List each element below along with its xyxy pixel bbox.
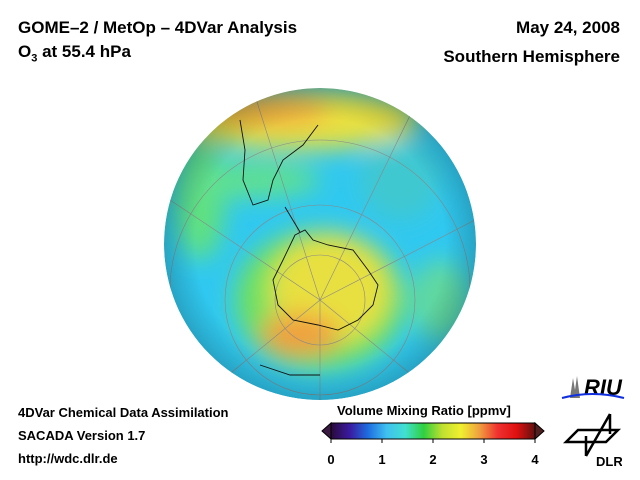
colorbar-title: Volume Mixing Ratio [ppmv] [337,403,511,418]
footer-line2: SACADA Version 1.7 [18,428,146,443]
dlr-logo: DLR [562,413,622,468]
svg-text:DLR: DLR [596,454,622,468]
colorbar: 0 1 2 3 4 [321,421,545,467]
date: May 24, 2008 [516,18,620,37]
species-subscript: 3 [31,52,38,65]
species-level: O3 at 55.4 hPa [18,42,131,64]
footer-url[interactable]: http://wdc.dlr.de [18,451,118,466]
colorbar-max-arrow [534,421,545,441]
species: O [18,42,32,61]
colorbar-min-arrow [321,421,332,441]
colorbar-tick-label: 1 [378,452,385,467]
pressure-level: at 55.4 hPa [37,42,131,61]
colorbar-tick-label: 4 [531,452,539,467]
footer-line1: 4DVar Chemical Data Assimilation [18,405,229,420]
riu-logo: RIU [561,375,625,400]
colorbar-tick-label: 3 [480,452,487,467]
colorbar-tick-label: 2 [429,452,436,467]
title: GOME–2 / MetOp – 4DVar Analysis [18,18,298,37]
colorbar-gradient [330,422,536,440]
region: Southern Hemisphere [443,47,620,66]
colorbar-tick-label: 0 [327,452,334,467]
